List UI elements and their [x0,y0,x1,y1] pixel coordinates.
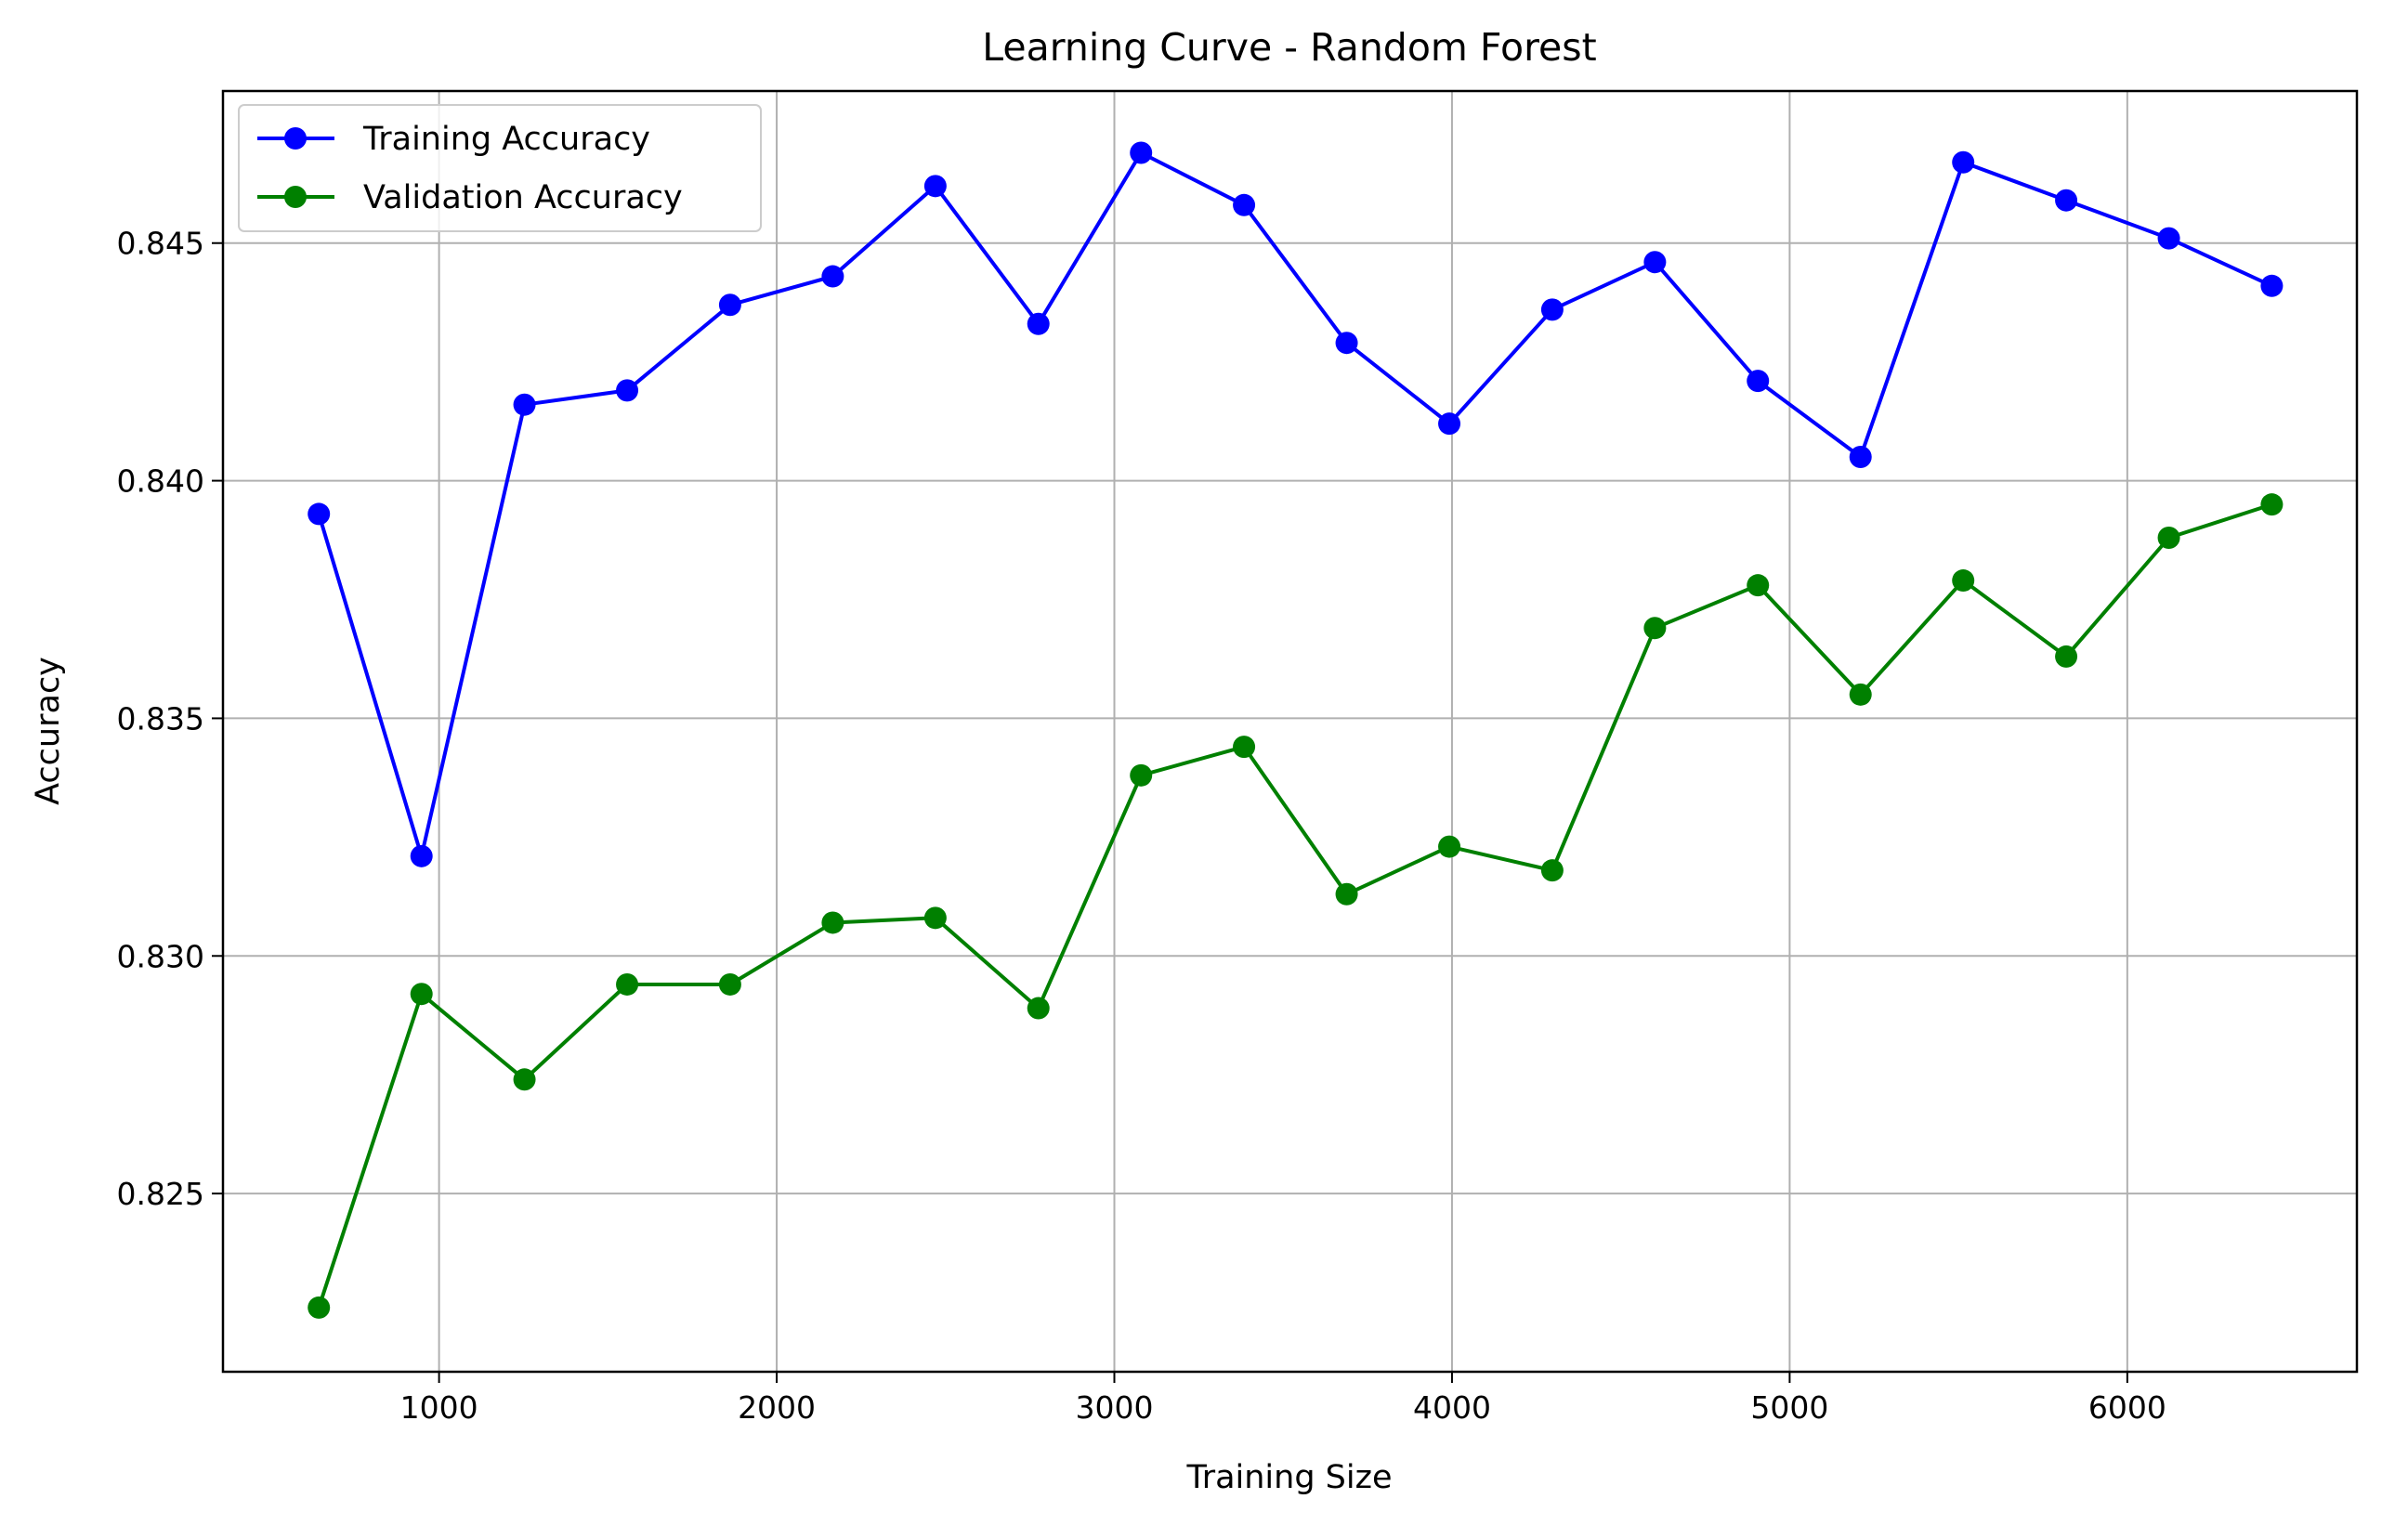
data-point [1130,763,1153,787]
y-tick-label: 0.840 [117,463,204,500]
data-point [1027,997,1050,1020]
data-point [1849,446,1872,468]
series-line [317,150,2273,858]
data-point [1952,150,1975,174]
chart-title: Learning Curve - Random Forest [982,25,1596,70]
x-tick-label: 4000 [1413,1389,1491,1426]
data-point [1540,298,1564,321]
data-point [1438,412,1461,436]
y-tick-label: 0.835 [117,700,204,736]
x-tick-label: 6000 [2088,1389,2166,1426]
data-point [1130,141,1153,164]
plot-frame [221,89,2359,1374]
x-tick-label: 5000 [1750,1389,1828,1426]
data-point [410,844,433,867]
series-layer [308,141,2284,1319]
legend: Training Accuracy Validation Accuracy [238,104,762,232]
data-point [923,906,947,930]
data-point [2260,493,2284,516]
data-point [1643,251,1667,274]
data-point [1233,736,1256,759]
y-tick-label: 0.825 [117,1176,204,1212]
data-point [410,983,433,1006]
data-point [821,911,844,934]
data-point [2157,227,2180,250]
data-point [821,265,844,288]
data-point [1438,835,1461,858]
data-point [616,972,639,996]
data-point [718,972,741,996]
data-point [1540,859,1564,882]
data-point [308,502,331,526]
data-point [1747,370,1770,393]
data-point [2055,645,2078,668]
y-tick-label: 0.845 [117,226,204,262]
data-point [1643,617,1667,640]
legend-label: Validation Accuracy [363,179,683,216]
grid [223,91,2357,1372]
data-point [1233,193,1256,216]
data-point [513,1068,536,1091]
data-point [1335,332,1358,355]
x-tick-label: 3000 [1076,1389,1154,1426]
data-point [2055,189,2078,212]
y-axis-label: Accuracy [30,657,67,805]
data-point [1849,683,1872,706]
y-tick-label: 0.830 [117,938,204,974]
data-point [513,393,536,416]
legend-swatch-marker [284,127,307,150]
legend-box [238,104,762,232]
data-point [308,1296,331,1319]
x-tick-label: 1000 [400,1389,478,1426]
axis-ticks: 1000 2000 3000 4000 5000 6000 0.825 0.830 0.835 0… [117,226,2166,1426]
data-point [1027,312,1050,335]
series-line [317,502,2273,1309]
data-point [923,175,947,198]
data-point [1747,574,1770,597]
data-point [1952,569,1975,593]
data-point [718,293,741,317]
legend-label: Training Accuracy [362,121,650,158]
data-point [2157,526,2180,549]
data-point [1335,882,1358,906]
legend-swatch-marker [284,186,307,208]
x-axis-label: Training Size [1185,1459,1392,1496]
data-point [2260,274,2284,297]
x-tick-label: 2000 [738,1389,816,1426]
data-point [616,379,639,402]
